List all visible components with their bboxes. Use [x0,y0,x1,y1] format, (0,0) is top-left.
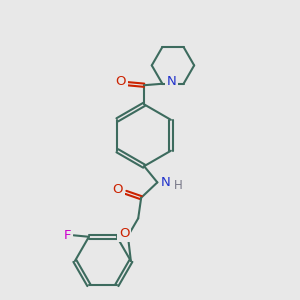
Text: H: H [174,179,182,192]
Text: N: N [167,75,176,88]
Text: O: O [115,75,126,88]
Text: O: O [112,183,123,196]
Text: F: F [64,229,71,242]
Text: O: O [119,227,130,240]
Text: N: N [161,176,171,189]
